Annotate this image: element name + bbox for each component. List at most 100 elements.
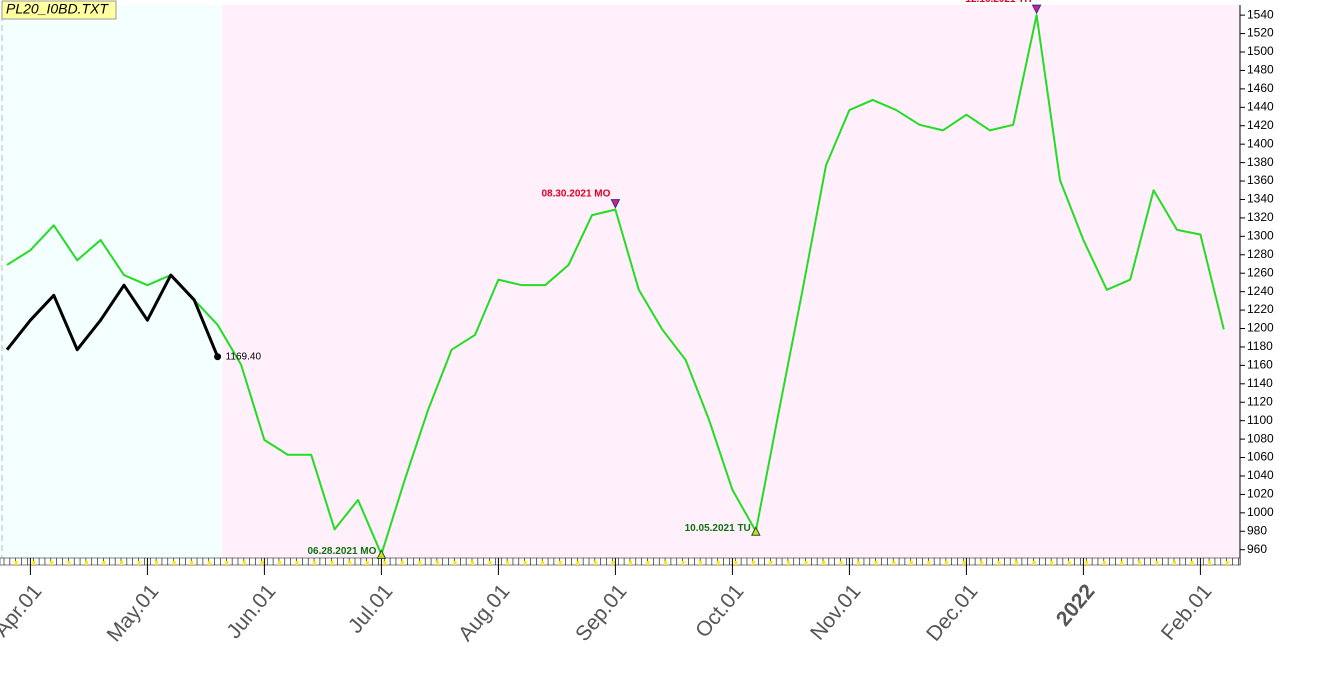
minor-marker	[769, 561, 773, 565]
minor-marker	[1015, 561, 1019, 565]
minor-marker	[120, 561, 123, 565]
minor-marker	[348, 561, 352, 565]
y-tick-label: 1120	[1247, 394, 1273, 408]
minor-marker	[14, 561, 18, 565]
y-tick-label: 1320	[1247, 210, 1274, 224]
minor-marker	[32, 561, 36, 565]
pivot-label: 12.16.2021 TH	[965, 0, 1031, 5]
y-tick-label: 1060	[1247, 450, 1274, 464]
x-tick-label: Nov.01	[806, 580, 865, 645]
pivot-marker	[376, 549, 387, 559]
x-tick-label: Feb.01	[1157, 580, 1217, 645]
minor-marker	[646, 561, 650, 565]
minor-marker	[593, 561, 597, 565]
minor-marker	[839, 561, 843, 565]
minor-marker	[84, 561, 88, 565]
x-axis-strip	[0, 557, 1241, 566]
minor-marker	[962, 561, 966, 565]
x-tick-label: Apr.01	[0, 580, 46, 641]
minor-marker	[190, 561, 194, 565]
minor-marker	[541, 561, 545, 565]
minor-marker	[418, 561, 422, 565]
y-tick-label: 1280	[1247, 247, 1274, 261]
x-tick-label: Oct.01	[691, 580, 748, 642]
minor-marker	[786, 561, 790, 565]
minor-marker	[804, 561, 808, 565]
series-line	[6, 14, 1225, 556]
y-tick-label: 980	[1247, 523, 1267, 537]
minor-marker	[1155, 561, 1159, 565]
x-tick-label: Jun.01	[222, 580, 280, 643]
minor-marker	[506, 561, 510, 565]
minor-marker	[400, 561, 404, 565]
x-tick-label: Jul.01	[344, 580, 398, 638]
y-tick-label: 1200	[1247, 321, 1274, 335]
minor-marker	[611, 561, 615, 565]
minor-marker	[1085, 561, 1089, 565]
y-tick-label: 1240	[1247, 284, 1274, 298]
y-tick-label: 1140	[1247, 376, 1273, 390]
x-tick-label: 2022	[1052, 580, 1100, 631]
minor-marker	[1190, 561, 1194, 565]
minor-marker	[734, 561, 738, 565]
minor-marker	[628, 561, 632, 565]
x-tick-label: Aug.01	[454, 580, 514, 646]
minor-marker	[67, 561, 71, 565]
pivot-label: 06.28.2021 MO	[307, 546, 376, 557]
end-dot	[214, 353, 222, 361]
y-tick-label: 1020	[1247, 487, 1274, 501]
y-tick-label: 1340	[1247, 192, 1274, 206]
minor-marker	[892, 561, 896, 565]
minor-marker	[49, 561, 53, 565]
history-region	[0, 5, 222, 558]
minor-marker	[681, 561, 685, 565]
y-tick-label: 1080	[1247, 431, 1274, 445]
projection-region	[222, 5, 1240, 558]
minor-marker	[1208, 561, 1212, 565]
y-tick-label: 1360	[1247, 173, 1274, 187]
minor-marker	[576, 561, 580, 565]
minor-marker	[699, 561, 703, 565]
y-tick-label: 960	[1247, 542, 1267, 556]
chart-title: PL20_I0BD.TXT	[6, 1, 109, 17]
value-label: 1169.40	[226, 351, 262, 362]
pivot-marker	[750, 526, 761, 536]
y-tick-label: 1260	[1247, 265, 1274, 279]
minor-marker	[558, 561, 562, 565]
minor-marker	[1050, 561, 1054, 565]
minor-marker	[716, 561, 720, 565]
minor-marker	[909, 561, 913, 565]
minor-marker	[102, 561, 106, 565]
minor-marker	[330, 561, 334, 565]
minor-marker	[155, 561, 159, 565]
pivot-marker	[1031, 4, 1042, 15]
minor-marker	[277, 561, 281, 565]
minor-marker	[313, 561, 317, 565]
title-box	[1, 0, 117, 20]
y-tick-label: 1380	[1247, 155, 1274, 169]
minor-marker	[471, 561, 474, 565]
minor-marker	[260, 561, 264, 565]
minor-marker	[857, 561, 861, 565]
y-tick-label: 1300	[1247, 229, 1274, 243]
minor-marker	[207, 561, 211, 565]
y-tick-label: 1520	[1247, 26, 1274, 40]
minor-marker	[1137, 561, 1141, 565]
minor-marker	[751, 561, 755, 565]
y-tick-label: 1040	[1247, 468, 1274, 482]
pivot-marker	[610, 199, 621, 209]
minor-marker	[383, 561, 387, 565]
minor-marker	[1173, 561, 1176, 565]
y-tick-label: 1440	[1247, 99, 1274, 113]
y-tick-label: 1100	[1247, 413, 1273, 427]
x-tick-label: May.01	[103, 580, 164, 646]
minor-marker	[137, 561, 141, 565]
y-tick-label: 1500	[1247, 44, 1274, 58]
minor-marker	[488, 561, 492, 565]
minor-marker	[997, 561, 1001, 565]
minor-marker	[453, 561, 457, 565]
minor-marker	[1225, 561, 1229, 565]
pivot-label: 08.30.2021 MO	[541, 188, 610, 199]
y-tick-label: 1160	[1247, 358, 1273, 372]
